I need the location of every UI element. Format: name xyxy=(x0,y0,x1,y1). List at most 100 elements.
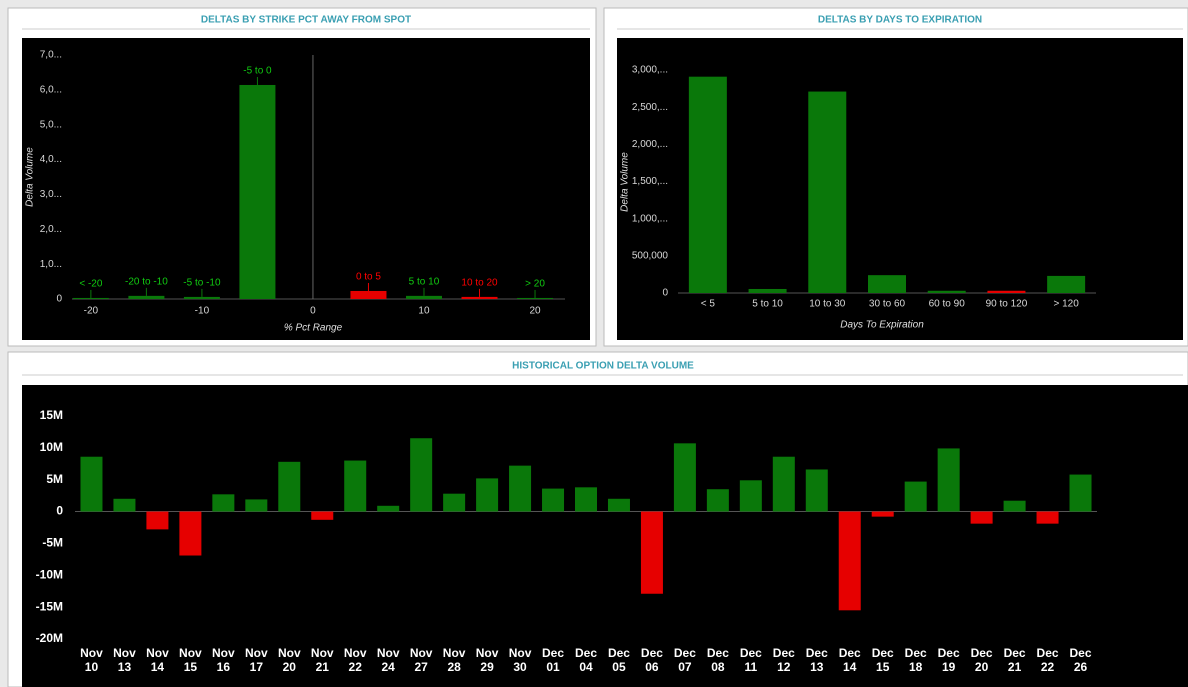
y-tick-label: 15M xyxy=(40,408,63,422)
y-tick-label: 2,500,... xyxy=(632,102,668,113)
y-tick-label: 2,0... xyxy=(40,224,62,235)
data-label: -5 to -10 xyxy=(183,278,221,289)
x-tick-label: Nov 20 xyxy=(278,646,301,674)
y-tick-label: 4,0... xyxy=(40,154,62,165)
y-tick-label: 1,500,... xyxy=(632,176,668,187)
data-label: 5 to 10 xyxy=(409,277,440,288)
x-tick-label: > 120 xyxy=(1053,299,1079,310)
x-tick-label: 5 to 10 xyxy=(752,299,783,310)
bar xyxy=(542,488,565,512)
plot-area xyxy=(22,38,590,340)
data-label: -20 to -10 xyxy=(125,277,168,288)
y-tick-label: 500,000 xyxy=(632,250,669,261)
bar xyxy=(706,489,729,512)
x-tick-label: Dec 22 xyxy=(1037,646,1059,674)
bar xyxy=(80,456,103,512)
x-tick-label: Dec 18 xyxy=(905,646,927,674)
x-axis-label: Days To Expiration xyxy=(840,320,924,331)
x-tick-label: < 5 xyxy=(701,299,716,310)
y-tick-label: 5M xyxy=(46,472,63,486)
bar xyxy=(673,443,696,512)
x-tick-label: -10 xyxy=(195,306,210,317)
x-tick-label: Dec 08 xyxy=(707,646,729,674)
bar xyxy=(739,480,762,512)
bar xyxy=(937,448,960,512)
x-tick-label: Nov 16 xyxy=(212,646,235,674)
x-tick-label: 30 to 60 xyxy=(869,299,906,310)
x-tick-label: Dec 04 xyxy=(575,646,597,674)
data-label: < -20 xyxy=(79,279,103,290)
y-tick-label: 3,000,... xyxy=(632,65,668,76)
x-tick-label: Nov 30 xyxy=(509,646,532,674)
y-tick-label: 10M xyxy=(40,440,63,454)
y-tick-label: 2,000,... xyxy=(632,139,668,150)
bar xyxy=(405,295,442,299)
bar xyxy=(509,465,532,512)
x-tick-label: Dec 14 xyxy=(839,646,861,674)
bar xyxy=(808,91,847,293)
bar xyxy=(607,498,630,512)
bar xyxy=(517,297,554,299)
x-tick-label: Dec 20 xyxy=(971,646,993,674)
bar xyxy=(128,295,165,299)
bar xyxy=(377,505,400,512)
bar xyxy=(179,511,202,556)
y-tick-label: -15M xyxy=(36,599,63,613)
bar xyxy=(1047,275,1086,293)
x-tick-label: 0 xyxy=(310,306,316,317)
y-tick-label: 7,0... xyxy=(40,50,62,61)
bar xyxy=(871,511,894,517)
bar xyxy=(927,290,966,293)
x-tick-label: Nov 15 xyxy=(179,646,202,674)
bar xyxy=(410,438,433,512)
bar xyxy=(838,511,861,611)
y-tick-label: 3,0... xyxy=(40,189,62,200)
x-tick-label: Dec 12 xyxy=(773,646,795,674)
chart-title: DELTAS BY STRIKE PCT AWAY FROM SPOT xyxy=(201,15,411,26)
bar xyxy=(443,493,466,512)
y-tick-label: 0 xyxy=(662,288,668,299)
x-tick-label: Nov 13 xyxy=(113,646,136,674)
x-tick-label: 90 to 120 xyxy=(986,299,1028,310)
y-tick-label: 1,000,... xyxy=(632,213,668,224)
x-tick-label: Nov 21 xyxy=(311,646,334,674)
bar xyxy=(575,487,597,512)
x-tick-label: Nov 17 xyxy=(245,646,268,674)
x-tick-label: Dec 07 xyxy=(674,646,696,674)
bar xyxy=(183,296,220,299)
x-tick-label: Dec 05 xyxy=(608,646,630,674)
x-tick-label: Dec 06 xyxy=(641,646,663,674)
data-label: 0 to 5 xyxy=(356,272,381,283)
x-tick-label: Nov 24 xyxy=(377,646,400,674)
x-tick-label: 10 to 30 xyxy=(809,299,846,310)
bar xyxy=(344,460,367,512)
bar xyxy=(239,84,276,299)
bar xyxy=(805,469,828,512)
x-tick-label: Dec 01 xyxy=(542,646,564,674)
bar xyxy=(987,290,1026,293)
x-tick-label: 20 xyxy=(529,306,541,317)
bar xyxy=(146,511,169,530)
x-tick-label: Dec 11 xyxy=(740,646,762,674)
bar xyxy=(970,511,993,524)
bar xyxy=(1036,511,1059,524)
data-label: 10 to 20 xyxy=(461,278,498,289)
x-tick-label: -20 xyxy=(84,306,99,317)
x-tick-label: Nov 14 xyxy=(146,646,169,674)
bar xyxy=(72,297,109,299)
x-tick-label: Nov 10 xyxy=(80,646,103,674)
x-tick-label: Dec 13 xyxy=(806,646,828,674)
y-tick-label: 0 xyxy=(56,504,63,518)
y-axis-label: Delta Volume xyxy=(620,152,631,212)
bar xyxy=(113,498,136,512)
y-tick-label: 0 xyxy=(56,294,62,305)
x-tick-label: Nov 27 xyxy=(410,646,433,674)
bar xyxy=(461,296,498,299)
bar xyxy=(748,288,787,293)
y-tick-label: -10M xyxy=(36,567,63,581)
y-tick-label: 6,0... xyxy=(40,84,62,95)
bar xyxy=(688,76,727,293)
bar xyxy=(245,499,268,512)
